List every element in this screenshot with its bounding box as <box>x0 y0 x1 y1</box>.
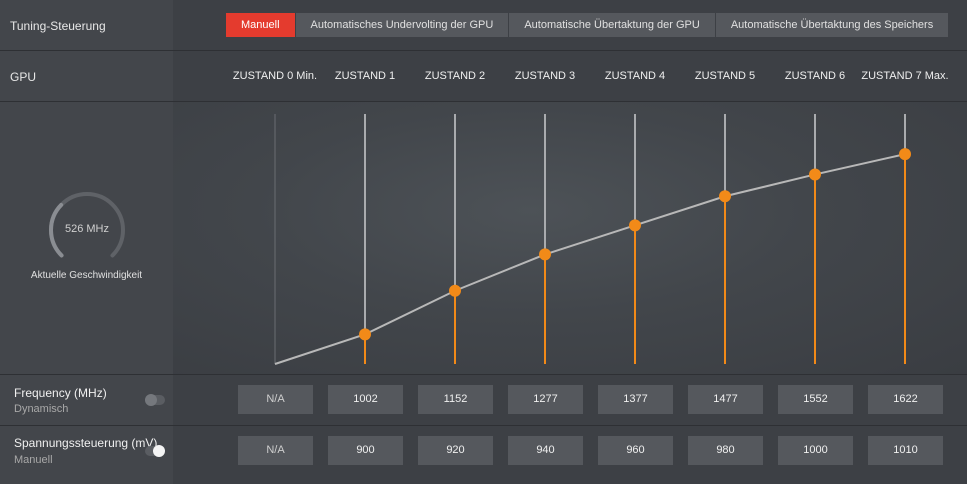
gpu-label: GPU <box>10 70 37 84</box>
voltage-value-4[interactable]: 960 <box>598 436 673 465</box>
state-header-7: ZUSTAND 7 Max. <box>861 70 949 82</box>
frequency-voltage-graph <box>274 114 911 365</box>
voltage-value-1[interactable]: 900 <box>328 436 403 465</box>
state-header-4: ZUSTAND 4 <box>604 70 666 82</box>
tab-manual[interactable]: Manuell <box>226 13 296 37</box>
state-header-3: ZUSTAND 3 <box>514 70 576 82</box>
voltage-value-5[interactable]: 980 <box>688 436 763 465</box>
state-handle-6[interactable] <box>809 168 821 181</box>
state-header-1: ZUSTAND 1 <box>334 70 396 82</box>
frequency-label-cell: Frequency (MHz) Dynamisch <box>0 375 173 425</box>
gauge-value: 526 MHz <box>64 223 110 235</box>
tuning-label: Tuning-Steuerung <box>10 19 106 33</box>
tuning-row: Tuning-Steuerung Manuell Automatisches U… <box>0 0 967 50</box>
voltage-title: Spannungssteuerung (mV) <box>14 436 158 450</box>
voltage-value-0: N/A <box>238 436 313 465</box>
frequency-value-3[interactable]: 1277 <box>508 385 583 414</box>
gpu-states-row: GPU ZUSTAND 0 Min. ZUSTAND 1 ZUSTAND 2 Z… <box>0 51 967 101</box>
tab-auto-overclock-gpu[interactable]: Automatische Übertaktung der GPU <box>509 13 716 37</box>
frequency-value-2[interactable]: 1152 <box>418 385 493 414</box>
frequency-value-4[interactable]: 1377 <box>598 385 673 414</box>
frequency-curve <box>274 153 906 365</box>
state-handle-7[interactable] <box>899 148 911 161</box>
voltage-label-cell: Spannungssteuerung (mV) Manuell <box>0 426 173 484</box>
state-header-5: ZUSTAND 5 <box>694 70 756 82</box>
state-handle-1[interactable] <box>359 328 371 341</box>
frequency-value-5[interactable]: 1477 <box>688 385 763 414</box>
voltage-value-7[interactable]: 1010 <box>868 436 943 465</box>
tuning-graph-row: 526 MHz Aktuelle Geschwindigkeit <box>0 102 967 374</box>
state-handle-5[interactable] <box>719 190 731 203</box>
voltage-row: Spannungssteuerung (mV) Manuell N/A 900 … <box>0 426 967 484</box>
state-header-0: ZUSTAND 0 Min. <box>232 70 318 82</box>
state-header-6: ZUSTAND 6 <box>784 70 846 82</box>
frequency-toggle[interactable] <box>145 394 165 406</box>
tuning-label-cell: Tuning-Steuerung <box>0 0 173 50</box>
state-handle-2[interactable] <box>449 284 461 297</box>
frequency-value-1[interactable]: 1002 <box>328 385 403 414</box>
gauge-caption: Aktuelle Geschwindigkeit <box>30 270 143 281</box>
voltage-value-3[interactable]: 940 <box>508 436 583 465</box>
state-handle-4[interactable] <box>629 219 641 232</box>
frequency-row: Frequency (MHz) Dynamisch N/A 1002 1152 … <box>0 375 967 425</box>
frequency-value-0: N/A <box>238 385 313 414</box>
state-handle-3[interactable] <box>539 248 551 261</box>
tab-auto-undervolt-gpu[interactable]: Automatisches Undervolting der GPU <box>295 13 510 37</box>
voltage-mode: Manuell <box>14 454 53 466</box>
gpu-label-cell: GPU <box>0 51 173 101</box>
frequency-mode: Dynamisch <box>14 403 69 415</box>
voltage-value-6[interactable]: 1000 <box>778 436 853 465</box>
frequency-value-6[interactable]: 1552 <box>778 385 853 414</box>
state-header-2: ZUSTAND 2 <box>424 70 486 82</box>
speed-gauge-cell: 526 MHz Aktuelle Geschwindigkeit <box>0 102 173 374</box>
voltage-toggle[interactable] <box>145 445 165 457</box>
tab-auto-overclock-memory[interactable]: Automatische Übertaktung des Speichers <box>715 13 950 37</box>
graph-area <box>173 102 967 374</box>
states-header-cell <box>173 51 967 101</box>
frequency-title: Frequency (MHz) <box>14 386 107 400</box>
speed-gauge: 526 MHz <box>47 190 127 270</box>
tuning-mode-tabs: Manuell Automatisches Undervolting der G… <box>226 13 950 37</box>
voltage-value-2[interactable]: 920 <box>418 436 493 465</box>
frequency-value-7[interactable]: 1622 <box>868 385 943 414</box>
